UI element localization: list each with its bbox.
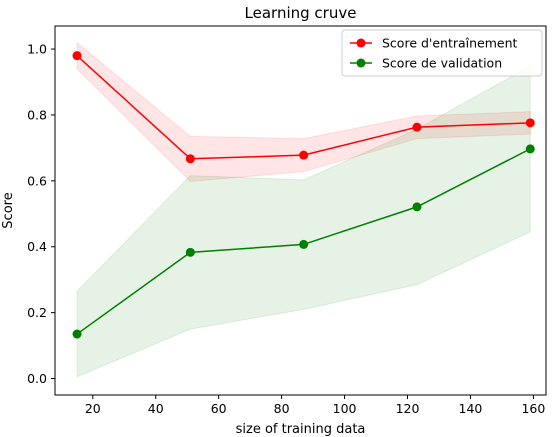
legend-entry-label: Score de validation (382, 56, 502, 71)
series-1-point (185, 247, 195, 257)
chart-title: Learning cruve (245, 4, 357, 22)
y-tick-label: 0.4 (27, 239, 47, 254)
series-0-point (299, 150, 309, 160)
series-1-point (72, 329, 82, 339)
legend-entry-label: Score d'entraînement (382, 36, 518, 51)
legend-box (341, 29, 543, 77)
series-1-point (299, 239, 309, 249)
x-tick-label: 100 (333, 401, 357, 416)
legend: Score d'entraînement Score de validation (341, 29, 543, 77)
y-axis-ticks: 0.0 0.2 0.4 0.6 0.8 1.0 (27, 42, 55, 386)
legend-swatch-marker (356, 38, 366, 48)
x-axis-ticks: 20 40 60 80 100 120 140 160 (85, 395, 545, 416)
x-tick-label: 160 (521, 401, 545, 416)
series-points (72, 51, 535, 339)
series-1-point (412, 202, 422, 212)
x-tick-label: 140 (459, 401, 483, 416)
series-0-point (72, 51, 82, 61)
series-1-band (76, 65, 531, 378)
y-axis-label: Score (1, 192, 16, 228)
series-0-point (525, 118, 535, 128)
x-tick-label: 40 (148, 401, 164, 416)
y-tick-label: 1.0 (27, 42, 47, 57)
plot-frame (54, 25, 547, 396)
series-0-point (185, 154, 195, 164)
x-axis-label: size of training data (236, 422, 366, 437)
x-tick-label: 80 (274, 401, 290, 416)
series-0-band (76, 41, 531, 183)
x-tick-label: 120 (396, 401, 420, 416)
y-tick-label: 0.6 (27, 173, 47, 188)
confidence-bands (76, 41, 531, 378)
y-tick-label: 0.2 (27, 305, 47, 320)
x-tick-label: 60 (211, 401, 227, 416)
series-0-point (412, 122, 422, 132)
series-1-point (525, 144, 535, 154)
y-tick-label: 0.8 (27, 107, 47, 122)
legend-swatch-marker (356, 58, 366, 68)
x-tick-label: 20 (85, 401, 101, 416)
y-tick-label: 0.0 (27, 371, 47, 386)
